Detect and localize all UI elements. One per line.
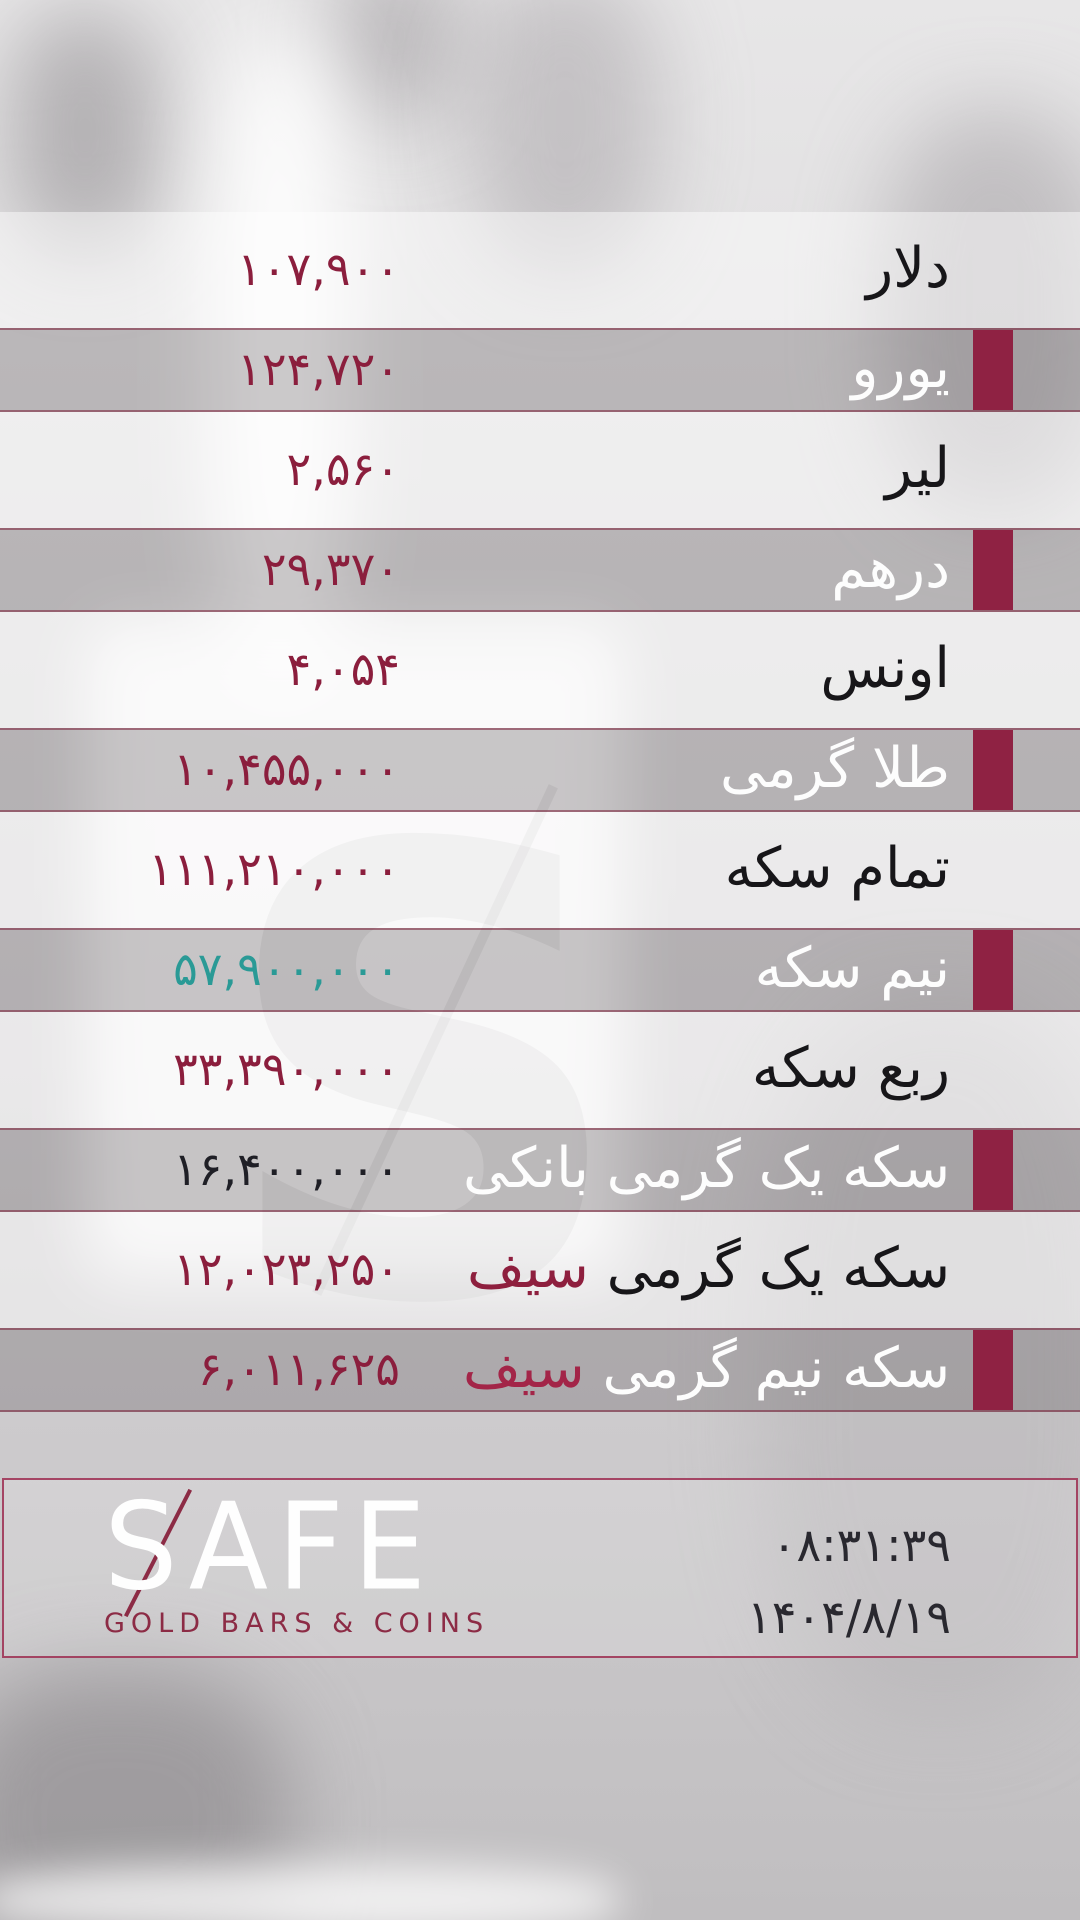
bg-blob [10, 10, 160, 250]
bg-blob [330, 0, 460, 120]
item-label: طلا گرمی [720, 736, 950, 801]
item-price: ۲,۵۶۰ [286, 441, 400, 496]
item-label: درهم [831, 536, 950, 601]
table-row: ربع سکه ۳۳,۳۹۰,۰۰۰ [0, 1012, 1080, 1128]
table-row: یورو ۱۲۴,۷۲۰ [0, 328, 1080, 412]
item-label-main: لیر [885, 436, 950, 502]
item-price: ۱۶,۴۰۰,۰۰۰ [173, 1141, 400, 1196]
item-label-main: سکه نیم گرمی [584, 1336, 950, 1402]
item-label: تمام سکه [725, 836, 950, 901]
bg-blob [880, 110, 1080, 510]
item-price: ۵۷,۹۰۰,۰۰۰ [173, 941, 400, 996]
item-label-main: درهم [831, 536, 950, 602]
item-label-accent: سیف [466, 1236, 589, 1302]
date-text: ۱۴۰۴/۸/۱۹ [747, 1590, 951, 1644]
table-row: لیر ۲,۵۶۰ [0, 412, 1080, 528]
brand-name: SAFE [104, 1477, 436, 1618]
item-label-main: یورو [851, 336, 950, 402]
item-price: ۶,۰۱۱,۶۲۵ [197, 1341, 400, 1396]
item-price: ۱۲,۰۲۳,۲۵۰ [173, 1241, 400, 1296]
item-label: نیم سکه [755, 936, 950, 1001]
table-row: تمام سکه ۱۱۱,۲۱۰,۰۰۰ [0, 812, 1080, 928]
item-label: لیر [885, 436, 950, 501]
table-row: نیم سکه ۵۷,۹۰۰,۰۰۰ [0, 928, 1080, 1012]
accent-bar-icon [973, 930, 1013, 1010]
item-label-main: سکه یک گرمی بانکی [462, 1136, 950, 1202]
item-label: یورو [851, 336, 950, 401]
accent-bar-icon [973, 530, 1013, 610]
item-label-main: سکه یک گرمی [588, 1236, 950, 1302]
table-row: سکه یک گرمی بانکی ۱۶,۴۰۰,۰۰۰ [0, 1128, 1080, 1212]
item-label-main: تمام سکه [724, 836, 950, 902]
bg-blob [0, 1865, 620, 1920]
item-label: سکه یک گرمی سیف [467, 1236, 950, 1301]
item-label-main: طلا گرمی [719, 736, 950, 802]
item-label: سکه یک گرمی بانکی [463, 1136, 950, 1201]
item-label: سکه نیم گرمی سیف [463, 1336, 950, 1401]
item-price: ۱۰,۴۵۵,۰۰۰ [173, 741, 400, 796]
safe-watermark-icon: S [217, 719, 629, 1440]
item-price: ۱۱۱,۲۱۰,۰۰۰ [148, 841, 400, 896]
brand-tagline: GOLD BARS & COINS [104, 1608, 490, 1639]
item-price: ۲۹,۳۷۰ [261, 541, 400, 596]
item-price: ۱۰۷,۹۰۰ [237, 241, 400, 296]
table-row: سکه نیم گرمی سیف ۶,۰۱۱,۶۲۵ [0, 1328, 1080, 1412]
datetime-block: ۰۸:۳۱:۳۹ ۱۴۰۴/۸/۱۹ [747, 1516, 951, 1646]
accent-bar-icon [973, 730, 1013, 810]
item-label-main: نیم سکه [754, 936, 950, 1002]
table-row: طلا گرمی ۱۰,۴۵۵,۰۰۰ [0, 728, 1080, 812]
accent-bar-icon [973, 1330, 1013, 1410]
bg-blob [760, 1000, 1080, 1720]
table-row: دلار ۱۰۷,۹۰۰ [0, 212, 1080, 328]
item-label-main: دلار [866, 236, 950, 302]
item-label-main: اونس [820, 636, 950, 702]
item-price: ۳۳,۳۹۰,۰۰۰ [173, 1041, 400, 1096]
price-rows: دلار ۱۰۷,۹۰۰ یورو ۱۲۴,۷۲۰ لیر ۲,۵۶۰ درهم… [0, 212, 1080, 1412]
item-label-accent: سیف [462, 1336, 585, 1402]
footer-bar: SAFE GOLD BARS & COINS ۰۸:۳۱:۳۹ ۱۴۰۴/۸/۱… [2, 1478, 1078, 1658]
item-label: دلار [866, 236, 950, 301]
item-label: ربع سکه [752, 1036, 950, 1101]
item-price: ۱۲۴,۷۲۰ [237, 341, 400, 396]
item-price: ۴,۰۵۴ [286, 641, 400, 696]
bg-blob [470, 0, 660, 270]
bg-blob [210, 30, 350, 690]
safe-logo: SAFE GOLD BARS & COINS [104, 1477, 490, 1639]
time-text: ۰۸:۳۱:۳۹ [771, 1518, 951, 1572]
table-row: سکه یک گرمی سیف ۱۲,۰۲۳,۲۵۰ [0, 1212, 1080, 1328]
table-row: اونس ۴,۰۵۴ [0, 612, 1080, 728]
bg-blob [85, 620, 625, 1280]
table-row: درهم ۲۹,۳۷۰ [0, 528, 1080, 612]
item-label: اونس [820, 636, 950, 701]
accent-bar-icon [973, 1130, 1013, 1210]
item-label-main: ربع سکه [751, 1036, 950, 1102]
accent-bar-icon [973, 330, 1013, 410]
